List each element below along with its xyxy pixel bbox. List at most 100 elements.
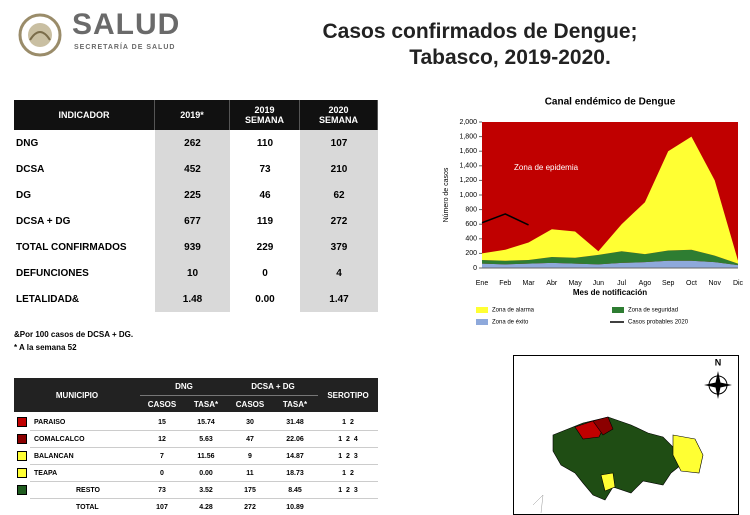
table-cell: 5.63 — [184, 431, 228, 448]
municipio-table: MUNICIPIO DNG DCSA + DG SEROTIPO CASOS TASA* C… — [14, 378, 378, 515]
row-label: LETALIDAD& — [16, 293, 80, 305]
map-region — [592, 416, 614, 436]
color-swatch — [17, 451, 27, 461]
table-cell: 677 — [155, 208, 230, 234]
municipio-name: PARAISO — [30, 414, 140, 431]
table-cell: 3.52 — [184, 482, 228, 499]
map: N — [513, 355, 739, 515]
y-tick-label: 200 — [465, 250, 477, 257]
table-cell: 229 — [256, 241, 274, 253]
table-cell: 210 — [300, 156, 378, 182]
table-cell: 47 — [228, 431, 272, 448]
y-tick-label: 1,400 — [459, 163, 477, 170]
column-subheader: TASA* — [184, 395, 228, 412]
area — [482, 260, 738, 268]
table-cell: 107 — [156, 504, 168, 511]
table-cell: 272 — [244, 504, 256, 511]
column-subheader: TASA* — [272, 395, 318, 412]
table-cell: 30 — [228, 414, 272, 431]
x-tick-label: Ene — [476, 280, 489, 287]
table-cell: 1 2 3 — [318, 448, 378, 465]
area — [482, 136, 738, 264]
annotation: Zona de epidemia — [514, 163, 579, 172]
legend-label: Zona de éxito — [492, 320, 529, 326]
x-axis-label: Mes de notificación — [573, 288, 647, 297]
x-tick-label: Dic — [733, 280, 744, 287]
table-cell: 22.06 — [272, 431, 318, 448]
row-label: DCSA + DG — [16, 215, 71, 227]
legend-label: Zona de seguridad — [628, 308, 678, 314]
column-header: 2019 SEMANA — [230, 100, 300, 130]
table-cell: 9 — [228, 448, 272, 465]
column-subheader: CASOS — [140, 395, 184, 412]
row-label: TOTAL CONFIRMADOS — [16, 241, 127, 253]
legend-label: Casos probables 2020 — [628, 320, 689, 326]
table-cell: 175 — [228, 482, 272, 499]
table-cell: 225 — [155, 182, 230, 208]
table-cell: 73 — [140, 482, 184, 499]
note: * A la semana 52 — [14, 343, 77, 352]
table-cell: 0 — [262, 267, 268, 279]
table-cell: 4.28 — [199, 504, 213, 511]
area — [482, 249, 738, 266]
table-cell: 107 — [300, 130, 378, 156]
municipio-name: BALANCAN — [30, 448, 140, 465]
column-header: 2020 SEMANA — [300, 100, 378, 130]
x-tick-label: Ago — [639, 280, 652, 287]
column-subheader: CASOS — [228, 395, 272, 412]
table-cell: 15.74 — [184, 414, 228, 431]
table-cell: 1 2 3 — [318, 482, 378, 499]
y-tick-label: 400 — [465, 236, 477, 243]
y-tick-label: 1,800 — [459, 133, 477, 140]
page-title-2: Tabasco, 2019-2020. — [409, 46, 611, 69]
column-header: DCSA + DG — [228, 378, 318, 395]
table-cell: 31.48 — [272, 414, 318, 431]
map-outline — [532, 494, 544, 514]
table-cell: 8.45 — [272, 482, 318, 499]
note: &Por 100 casos de DCSA + DG. — [14, 330, 134, 339]
y-tick-label: 2,000 — [459, 119, 477, 126]
column-header: DNG — [140, 378, 228, 395]
x-tick-label: Mar — [523, 280, 536, 287]
indicator-table: INDICADOR 2019* 2019 SEMANA 2020 SEMANA DNG 2… — [14, 100, 378, 312]
x-tick-label: Jul — [617, 280, 626, 287]
table-cell: 379 — [300, 234, 378, 260]
y-tick-label: 1,200 — [459, 177, 477, 184]
column-header: SEROTIPO — [318, 378, 378, 412]
legend-swatch — [476, 307, 488, 313]
color-swatch — [17, 468, 27, 478]
map-region — [600, 472, 616, 492]
table-cell: 272 — [300, 208, 378, 234]
table-cell: 14.87 — [272, 448, 318, 465]
row-label: DCSA — [16, 163, 45, 175]
y-tick-label: 0 — [473, 265, 477, 272]
column-header: MUNICIPIO — [14, 378, 140, 412]
table-cell: 1 2 4 — [318, 431, 378, 448]
legend-label: Zona de alarma — [492, 308, 535, 314]
table-cell: 0.00 — [184, 465, 228, 482]
table-cell: 10 — [155, 260, 230, 286]
table-cell: 110 — [256, 137, 274, 149]
table-cell: 46 — [259, 189, 271, 201]
table-cell: 0.00 — [255, 293, 275, 305]
x-tick-label: Sep — [662, 280, 675, 287]
color-swatch — [17, 485, 27, 495]
column-header: INDICADOR — [14, 100, 155, 130]
x-tick-label: Oct — [686, 280, 697, 287]
column-header: 2019* — [155, 100, 230, 130]
color-swatch — [17, 434, 27, 444]
total-label: TOTAL — [76, 504, 99, 511]
y-axis-label: Número de casos — [443, 167, 450, 222]
x-tick-label: Feb — [499, 280, 511, 287]
table-cell: 1 2 — [318, 465, 378, 482]
chart: Canal endémico de Dengue 0 200 400 600 800 1,0… — [443, 97, 744, 326]
y-tick-label: 600 — [465, 221, 477, 228]
logo-title: SALUD — [72, 8, 181, 41]
row-label: DEFUNCIONES — [16, 267, 89, 279]
table-cell: 11 — [228, 465, 272, 482]
x-tick-label: May — [568, 280, 582, 287]
compass — [704, 371, 732, 399]
table-cell: 452 — [155, 156, 230, 182]
y-tick-label: 1,600 — [459, 148, 477, 155]
